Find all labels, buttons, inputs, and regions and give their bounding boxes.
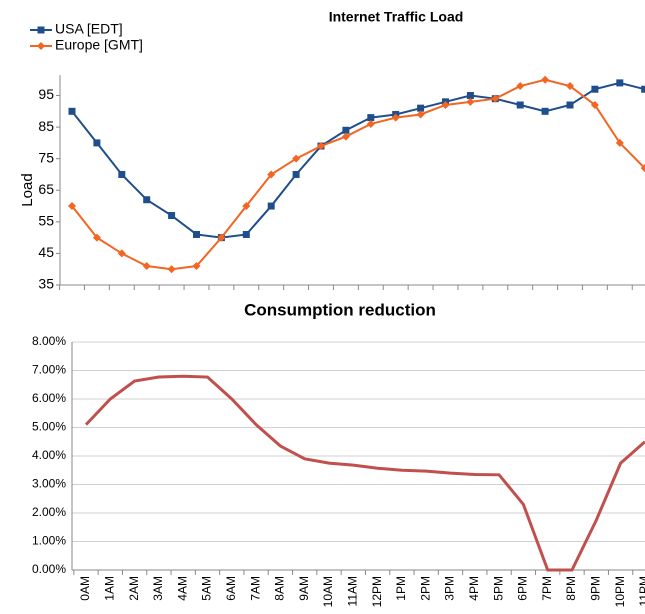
x-tick-label: 1PM [394,576,408,601]
x-tick-label: 2PM [418,576,432,601]
marker [92,233,101,242]
marker [466,92,474,100]
y-tick-label: 7.00% [32,363,66,377]
marker [217,233,226,242]
y-tick-label: 45 [38,244,54,260]
legend-marker [37,42,45,50]
marker [193,230,200,238]
marker [267,202,275,210]
y-tick-label: 65 [38,181,54,197]
line [71,78,645,271]
marker [292,154,301,163]
marker [416,110,425,119]
marker [516,101,524,109]
marker [93,139,101,147]
chart-title: Internet Traffic Load [329,9,464,25]
marker [616,79,624,87]
y-tick-label: 75 [38,149,54,165]
x-tick-label: 11AM [345,576,359,606]
x-tick-label: 12PM [370,576,384,607]
y-tick-label: 3.00% [32,477,66,491]
x-tick-label: 5PM [491,576,505,601]
y-tick-label: 4.00% [32,448,66,462]
marker [242,230,250,238]
line [71,81,645,239]
marker [491,94,500,103]
x-tick-label: 6AM [224,576,238,601]
x-tick-label: 11PM [637,576,645,606]
marker [541,75,550,84]
marker [641,85,645,93]
x-tick-label: 5AM [200,576,214,601]
x-tick-label: 6PM [516,576,530,601]
x-tick-label: 4PM [467,576,481,601]
x-tick-label: 8PM [564,576,578,601]
marker [118,170,126,178]
marker [640,164,645,173]
chart-title: Consumption reduction [244,300,436,319]
y-tick-label: 1.00% [32,534,66,548]
marker [441,101,450,109]
marker [142,262,151,271]
marker [541,107,549,115]
marker [566,82,574,91]
line [84,374,645,572]
y-tick-label: 5.00% [32,420,66,434]
y-tick-label: 35 [38,276,54,292]
marker [267,170,276,179]
marker [192,262,201,271]
legend-marker [37,26,45,34]
marker [566,101,574,109]
marker [292,170,300,178]
x-tick-label: 2AM [127,576,141,601]
marker [516,82,525,91]
marker [168,212,176,220]
x-tick-label: 10AM [321,576,335,607]
marker [317,142,325,151]
legend-label: USA [EDT] [55,21,123,37]
marker [391,113,400,122]
marker [367,114,375,122]
marker [615,138,624,147]
x-tick-label: 8AM [273,576,287,601]
x-tick-label: 3PM [443,576,457,601]
y-tick-label: 2.00% [32,505,66,519]
marker [143,196,151,204]
marker [242,202,251,211]
x-tick-label: 7PM [540,576,554,601]
x-tick-label: 4AM [175,576,189,601]
y-tick-label: 6.00% [32,391,66,405]
y-axis-label: Load [19,173,36,206]
y-tick-label: 55 [38,213,54,229]
y-tick-label: 8.00% [32,334,66,348]
y-tick-label: 95 [38,86,54,102]
x-tick-label: 7AM [248,576,262,601]
marker [68,107,76,115]
marker [590,101,599,109]
x-tick-label: 0AM [78,576,92,601]
x-tick-label: 9PM [588,576,602,601]
marker [117,249,126,258]
legend-label: Europe [GMT] [55,37,143,53]
marker [68,202,76,211]
marker [366,119,375,128]
marker [341,132,350,141]
marker [591,85,599,93]
x-tick-label: 1AM [102,576,116,601]
y-tick-label: 0.00% [32,562,66,576]
x-tick-label: 10PM [613,576,627,607]
x-tick-label: 9AM [297,576,311,601]
x-tick-label: 3AM [151,576,165,601]
marker [466,97,475,106]
marker [167,265,176,274]
y-tick-label: 85 [38,118,54,134]
marker [342,126,350,134]
marker [417,104,425,112]
